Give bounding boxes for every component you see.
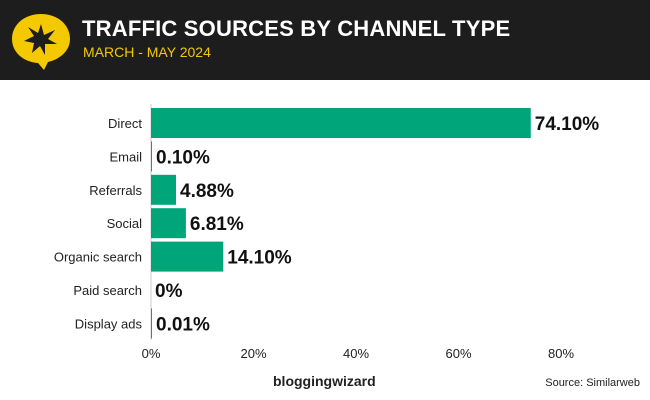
bar-display-ads — [151, 308, 152, 339]
x-tick-label: 20% — [240, 346, 266, 361]
bar-email — [151, 141, 152, 172]
category-label: Paid search — [73, 283, 142, 298]
x-tick-label: 60% — [445, 346, 471, 361]
value-label: 74.10% — [535, 114, 600, 135]
value-label: 0.10% — [156, 147, 210, 168]
x-tick-label: 80% — [548, 346, 574, 361]
x-tick-label: 40% — [343, 346, 369, 361]
value-label: 0.01% — [156, 314, 210, 335]
value-label: 0% — [155, 281, 183, 302]
chart-subtitle: MARCH - MAY 2024 — [83, 44, 211, 60]
value-label: 6.81% — [190, 214, 244, 235]
star-speech-bubble-icon — [12, 14, 70, 70]
bar-organic-search — [151, 241, 224, 272]
value-label: 4.88% — [180, 181, 234, 202]
header-banner: TRAFFIC SOURCES BY CHANNEL TYPE MARCH - … — [0, 0, 650, 80]
category-label: Referrals — [89, 183, 142, 198]
category-label: Email — [109, 149, 142, 164]
bar-chart: Direct Email Referrals Social Organic search… — [54, 104, 600, 361]
chart-title: TRAFFIC SOURCES BY CHANNEL TYPE — [82, 16, 511, 41]
bar-referrals — [151, 174, 177, 205]
category-label: Social — [107, 216, 143, 231]
source-note: Source: Similarweb — [545, 377, 640, 389]
brand-logo-text: bloggingwizard — [273, 373, 376, 389]
value-label: 14.10% — [227, 248, 292, 269]
bar-direct — [151, 108, 531, 138]
category-label: Direct — [108, 116, 142, 131]
category-label: Organic search — [54, 250, 142, 265]
bar-social — [151, 208, 186, 239]
category-label: Display ads — [75, 316, 143, 331]
x-tick-label: 0% — [142, 346, 161, 361]
